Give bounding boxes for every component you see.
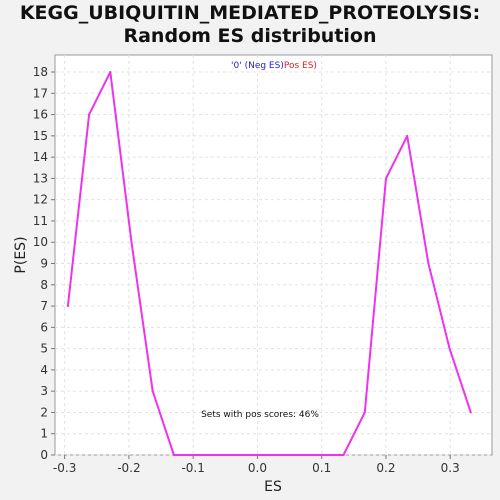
- y-tick-label: 12: [33, 193, 48, 207]
- x-axis-ticks: -0.3 -0.2 -0.1 0.0 0.1 0.2 0.3: [53, 455, 460, 475]
- y-tick-label: 9: [40, 257, 48, 271]
- y-tick-label: 18: [33, 65, 48, 79]
- y-tick-label: 14: [33, 150, 48, 164]
- data-point: [151, 390, 154, 393]
- plot-area: [54, 54, 493, 456]
- data-point: [300, 454, 303, 456]
- data-point: [406, 134, 409, 137]
- data-point: [236, 454, 239, 456]
- x-tick-label: -0.2: [117, 461, 140, 475]
- y-tick-label: 8: [40, 278, 48, 292]
- data-point: [66, 305, 69, 308]
- x-tick-label: -0.3: [53, 461, 76, 475]
- data-point: [427, 262, 430, 265]
- data-point: [384, 177, 387, 180]
- data-point: [448, 347, 451, 350]
- y-tick-label: 4: [40, 363, 48, 377]
- y-tick-label: 6: [40, 320, 48, 334]
- data-point: [88, 113, 91, 116]
- y-tick-label: 10: [33, 235, 48, 249]
- data-point: [469, 411, 472, 414]
- y-tick-label: 2: [40, 405, 48, 419]
- data-point: [342, 454, 345, 456]
- legend-pos-label: Pos ES): [284, 61, 317, 71]
- y-tick-label: 0: [40, 448, 48, 462]
- data-point: [278, 454, 281, 456]
- y-tick-label: 15: [33, 129, 48, 143]
- x-tick-label: 0.0: [248, 461, 267, 475]
- annotation-pos-scores: Sets with pos scores: 46%: [201, 410, 319, 420]
- y-axis-label: P(ES): [13, 236, 29, 273]
- chart-title: KEGG_UBIQUITIN_MEDIATED_PROTEOLYSIS: Ran…: [0, 2, 500, 48]
- x-tick-label: 0.3: [441, 461, 460, 475]
- data-point: [109, 71, 112, 74]
- x-axis-label: ES: [264, 479, 282, 495]
- series-layer: [66, 71, 472, 456]
- x-tick-label: -0.1: [181, 461, 204, 475]
- y-tick-label: 16: [33, 108, 48, 122]
- legend-neg-label: '0' (Neg ES): [231, 61, 284, 71]
- y-tick-label: 11: [33, 214, 48, 228]
- x-tick-label: 0.1: [312, 461, 331, 475]
- y-tick-label: 17: [33, 86, 48, 100]
- data-point: [172, 454, 175, 456]
- y-tick-label: 3: [40, 384, 48, 398]
- data-point: [257, 454, 260, 456]
- y-tick-label: 7: [40, 299, 48, 313]
- chart-title-line2: Random ES distribution: [123, 25, 377, 47]
- y-tick-label: 5: [40, 342, 48, 356]
- grid-lines: [55, 55, 492, 456]
- data-point: [363, 411, 366, 414]
- y-tick-label: 1: [40, 427, 48, 441]
- data-point: [215, 454, 218, 456]
- legend: '0' (Neg ES)Pos ES): [231, 61, 317, 71]
- y-tick-label: 13: [33, 171, 48, 185]
- x-tick-label: 0.2: [376, 461, 395, 475]
- chart-title-line1: KEGG_UBIQUITIN_MEDIATED_PROTEOLYSIS:: [19, 2, 481, 24]
- data-point: [321, 454, 324, 456]
- data-point: [130, 241, 133, 244]
- data-point: [194, 454, 197, 456]
- series-line: [66, 71, 472, 456]
